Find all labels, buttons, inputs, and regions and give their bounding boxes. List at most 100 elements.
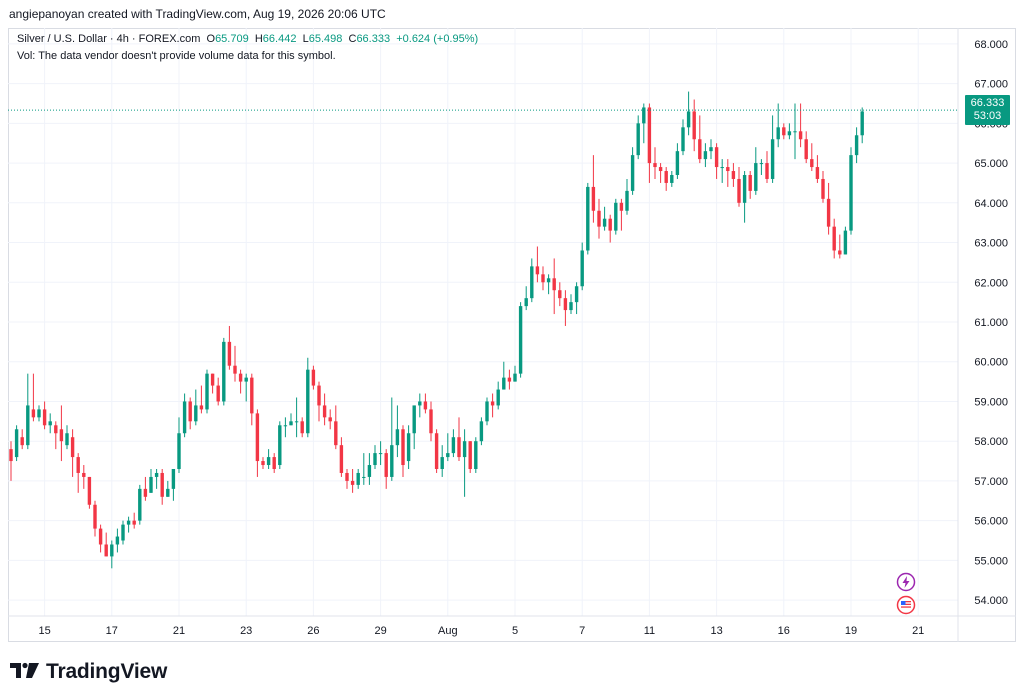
candle-body bbox=[670, 175, 674, 183]
candle-body bbox=[294, 421, 299, 423]
us-flag-icon[interactable] bbox=[896, 595, 916, 620]
candle-body bbox=[378, 453, 383, 455]
candle-body bbox=[843, 230, 848, 255]
candle-body bbox=[490, 401, 495, 406]
candle-body bbox=[98, 528, 103, 545]
candle-body bbox=[742, 175, 747, 203]
candle-body bbox=[110, 544, 114, 557]
candle-body bbox=[457, 437, 461, 458]
candle-body bbox=[759, 163, 764, 165]
candle-body bbox=[586, 186, 590, 251]
candle-body bbox=[406, 433, 411, 462]
candle-body bbox=[451, 437, 456, 454]
candle-body bbox=[356, 472, 360, 485]
candle-body bbox=[434, 433, 439, 469]
symbol-name[interactable]: Silver / U.S. Dollar · 4h · FOREX.com bbox=[17, 33, 201, 45]
candle-body bbox=[468, 441, 472, 469]
candle-body bbox=[31, 409, 36, 418]
candle-body bbox=[614, 202, 618, 231]
footer: TradingView bbox=[10, 659, 167, 685]
low-label: L bbox=[302, 33, 309, 45]
candle-body bbox=[765, 163, 769, 179]
y-tick-label: 55.000 bbox=[974, 555, 1008, 567]
candle-body bbox=[625, 190, 629, 211]
y-tick-label: 63.000 bbox=[974, 238, 1008, 250]
candle-body bbox=[82, 472, 86, 477]
candle-body bbox=[362, 476, 366, 478]
candle-body bbox=[507, 377, 512, 382]
price-axis: 54.000 55.000 56.000 57.000 58.000 59.000 60.0… bbox=[957, 28, 1008, 642]
change-value: +0.624 (+0.95%) bbox=[396, 33, 479, 45]
candle-body bbox=[854, 135, 859, 156]
candle-body bbox=[216, 385, 220, 402]
y-tick-label: 59.000 bbox=[974, 396, 1008, 408]
candle-body bbox=[14, 429, 19, 458]
y-tick-label: 65.000 bbox=[974, 158, 1008, 170]
candle-body bbox=[440, 457, 444, 469]
candle-body bbox=[322, 405, 327, 418]
candle-body bbox=[787, 131, 792, 136]
candle-body bbox=[479, 421, 484, 442]
y-tick-label: 62.000 bbox=[974, 277, 1008, 289]
candle-body bbox=[115, 536, 120, 545]
candle-body bbox=[826, 198, 831, 227]
candle-body bbox=[636, 123, 640, 156]
candle-body bbox=[653, 163, 657, 168]
symbol-legend: Silver / U.S. Dollar · 4h · FOREX.com O6… bbox=[17, 31, 478, 47]
grid bbox=[8, 28, 958, 616]
candle-body bbox=[698, 139, 702, 160]
candle-body bbox=[838, 250, 842, 255]
candle-body bbox=[731, 171, 736, 179]
candle-body bbox=[227, 341, 232, 366]
candle-body bbox=[334, 421, 338, 446]
candle-body bbox=[630, 155, 635, 191]
candle-body bbox=[535, 266, 540, 275]
lightning-icon[interactable] bbox=[896, 572, 916, 597]
candle-body bbox=[569, 302, 573, 311]
candle-body bbox=[250, 377, 254, 414]
candle-body bbox=[681, 127, 685, 152]
candle-body bbox=[26, 405, 30, 446]
close-value: 66.333 bbox=[356, 33, 391, 45]
price-chart[interactable]: 54.000 55.000 56.000 57.000 58.000 59.000 60.0… bbox=[8, 28, 1016, 642]
candle-body bbox=[709, 147, 713, 152]
low-value: 65.498 bbox=[308, 33, 343, 45]
candle-body bbox=[737, 178, 741, 203]
y-tick-label: 56.000 bbox=[974, 516, 1008, 528]
candle-body bbox=[205, 373, 209, 410]
candle-body bbox=[703, 151, 708, 160]
candle-body bbox=[664, 171, 668, 183]
volume-note: Vol: The data vendor doesn't provide vol… bbox=[17, 50, 336, 62]
candle-body bbox=[502, 377, 506, 390]
x-tick-label: 17 bbox=[106, 625, 118, 637]
candle-body bbox=[849, 155, 853, 231]
candle-body bbox=[574, 286, 579, 303]
candle-body bbox=[418, 401, 422, 406]
candle-body bbox=[289, 421, 293, 426]
x-tick-label: 13 bbox=[710, 625, 722, 637]
candle-body bbox=[446, 453, 450, 458]
candle-body bbox=[87, 476, 92, 505]
candle-body bbox=[20, 437, 24, 446]
x-tick-label: 21 bbox=[173, 625, 185, 637]
tradingview-logo-icon[interactable] bbox=[10, 661, 40, 684]
candle-body bbox=[272, 457, 276, 469]
candles bbox=[9, 91, 864, 569]
x-tick-label: Aug bbox=[438, 625, 458, 637]
candle-body bbox=[821, 178, 825, 199]
candle-body bbox=[317, 385, 321, 406]
brand-name[interactable]: TradingView bbox=[46, 660, 168, 683]
candle-body bbox=[126, 520, 131, 525]
open-value: 65.709 bbox=[215, 33, 249, 45]
candle-body bbox=[199, 405, 204, 410]
candle-body bbox=[300, 421, 304, 434]
candle-body bbox=[462, 441, 467, 458]
x-tick-label: 11 bbox=[644, 625, 655, 637]
x-tick-label: 16 bbox=[778, 625, 790, 637]
candle-body bbox=[345, 472, 349, 481]
candle-body bbox=[541, 274, 545, 283]
candle-body bbox=[395, 429, 400, 446]
candle-body bbox=[591, 186, 596, 211]
candle-body bbox=[429, 409, 433, 434]
candle-body bbox=[154, 472, 159, 477]
